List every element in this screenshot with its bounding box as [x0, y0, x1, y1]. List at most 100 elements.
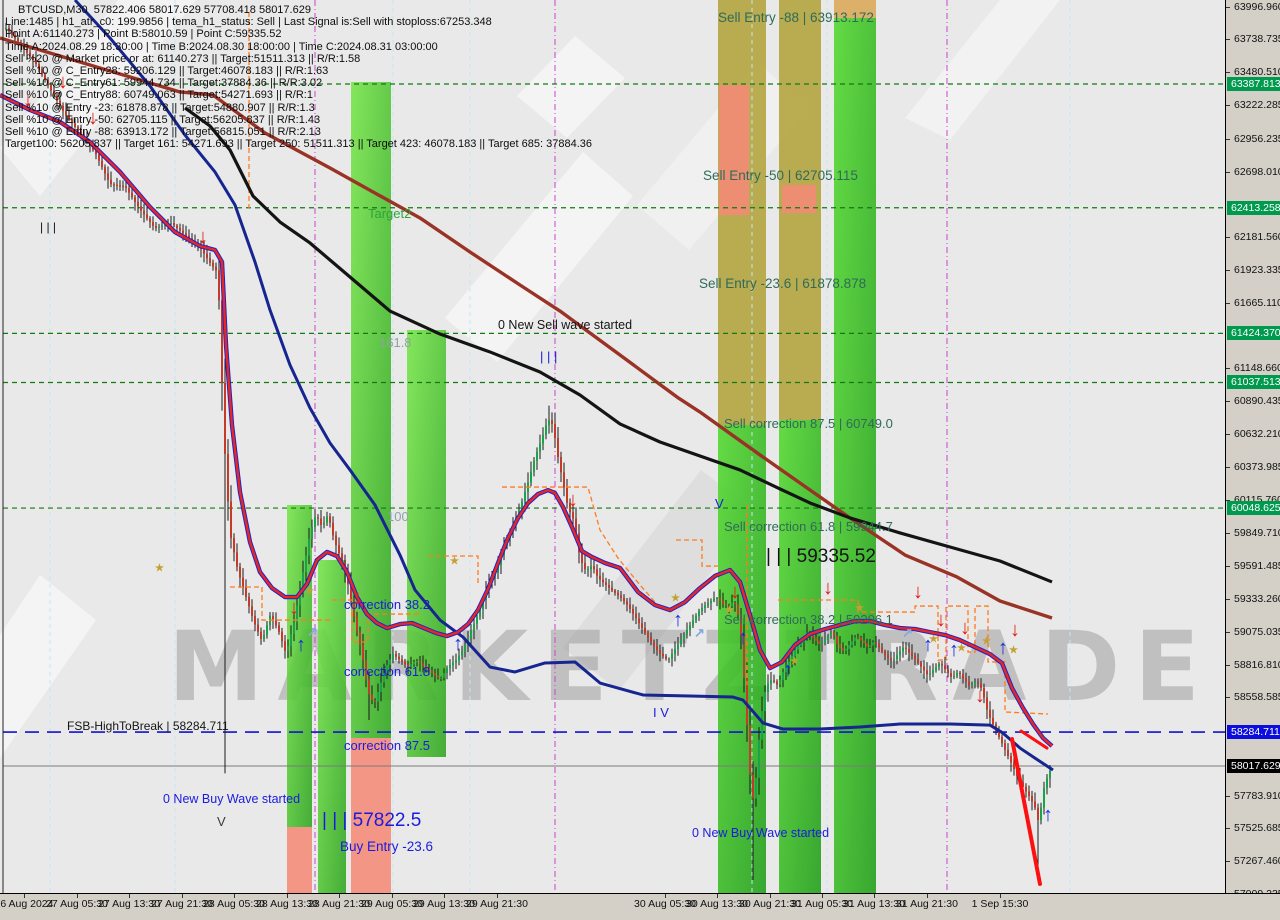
time-tick-label: 30 Aug 21:30 — [739, 898, 801, 910]
time-tick — [129, 894, 130, 898]
price-tick-label: 61665.110 — [1234, 296, 1280, 309]
signal-band-tan — [834, 0, 876, 18]
time-tick — [444, 894, 445, 898]
price-tick — [1226, 828, 1230, 830]
price-tick — [1226, 302, 1230, 304]
time-tick — [24, 894, 25, 898]
price-tick — [1226, 138, 1230, 140]
time-tick-label: 31 Aug 05:30 — [791, 898, 853, 910]
price-tick-label: 63480.510 — [1234, 66, 1280, 79]
time-tick-label: 28 Aug 13:30 — [256, 898, 318, 910]
watermark-chevron-shape — [445, 152, 633, 362]
time-tick-label: 30 Aug 13:30 — [686, 898, 748, 910]
price-axis[interactable]: 63996.960 63738.735 63480.510 63222.285 6295… — [1225, 0, 1280, 920]
price-tick-label: 58558.585 — [1234, 691, 1280, 704]
price-tick-label: 57525.685 — [1234, 822, 1280, 835]
time-tick — [182, 894, 183, 898]
time-tick — [339, 894, 340, 898]
price-tick — [1226, 533, 1230, 535]
time-tick-label: 26 Aug 2024 — [0, 898, 54, 910]
signal-band-green2 — [718, 425, 766, 893]
price-tick — [1226, 631, 1230, 633]
price-tick — [1226, 795, 1230, 797]
time-tick — [1000, 894, 1001, 898]
watermark-chevron-shape — [563, 470, 757, 691]
price-tick — [1226, 598, 1230, 600]
trailing-stop-line — [502, 486, 663, 611]
trend-line-object[interactable] — [1010, 737, 1042, 886]
watermark-chevron-shape — [0, 0, 196, 196]
time-tick — [392, 894, 393, 898]
time-tick-label: 27 Aug 13:30 — [98, 898, 160, 910]
slow-ma-line — [0, 36, 1053, 620]
trend-line-object[interactable] — [1019, 729, 1049, 750]
price-tick — [1226, 171, 1230, 173]
time-tick — [874, 894, 875, 898]
trailing-stop-line — [428, 555, 479, 585]
price-tick-label: 62181.560 — [1234, 231, 1280, 244]
price-tick — [1226, 39, 1230, 41]
price-tick-label: 59849.710 — [1234, 527, 1280, 540]
price-tick — [1226, 368, 1230, 370]
signal-band-green — [351, 82, 391, 738]
time-tick-label: 28 Aug 21:30 — [308, 898, 370, 910]
signal-band-salmon — [719, 85, 749, 215]
trailing-stop-line — [778, 599, 1049, 715]
price-level-badge: 61037.513 — [1227, 375, 1280, 390]
price-tick-label: 63996.960 — [1234, 0, 1280, 13]
watermark-chevron-shape — [517, 36, 625, 138]
price-tick — [1226, 105, 1230, 107]
time-tick — [497, 894, 498, 898]
price-tick-label: 59333.260 — [1234, 592, 1280, 605]
time-tick-label: 29 Aug 13:30 — [413, 898, 475, 910]
trailing-stop-line — [676, 539, 718, 567]
time-tick-label: 28 Aug 05:30 — [203, 898, 265, 910]
price-level-badge: 58017.629 — [1227, 759, 1280, 773]
signal-line — [0, 93, 1053, 747]
time-tick — [77, 894, 78, 898]
price-level-badge: 58284.711 — [1227, 725, 1280, 740]
time-tick — [770, 894, 771, 898]
watermark-chevron-shape — [0, 575, 96, 758]
price-tick — [1226, 697, 1230, 699]
signal-band-green — [318, 560, 346, 893]
signal-band-salmon — [782, 185, 816, 213]
time-tick-label: 1 Sep 15:30 — [971, 898, 1029, 910]
time-tick — [927, 894, 928, 898]
price-tick — [1226, 269, 1230, 271]
price-tick-label: 63738.735 — [1234, 33, 1280, 46]
price-tick — [1226, 72, 1230, 74]
time-axis[interactable]: 26 Aug 2024 27 Aug 05:30 27 Aug 13:30 27 Au… — [0, 893, 1280, 920]
time-tick — [234, 894, 235, 898]
time-tick-label: 29 Aug 05:30 — [361, 898, 423, 910]
price-tick — [1226, 401, 1230, 403]
price-tick — [1226, 433, 1230, 435]
price-tick — [1226, 861, 1230, 863]
time-tick-label: 30 Aug 05:30 — [634, 898, 696, 910]
trailing-stop-line — [332, 599, 420, 643]
price-tick-label: 63222.285 — [1234, 99, 1280, 112]
price-tick — [1226, 499, 1230, 501]
price-level-badge: 62413.258 — [1227, 200, 1280, 215]
price-tick-label: 60373.985 — [1234, 460, 1280, 473]
signal-band-green — [287, 505, 312, 827]
time-tick — [717, 894, 718, 898]
trailing-stop-line — [230, 586, 330, 621]
signal-band-green — [407, 330, 446, 757]
price-tick — [1226, 664, 1230, 666]
price-level-badge: 63387.813 — [1227, 77, 1280, 91]
price-tick-label: 61923.335 — [1234, 263, 1280, 276]
price-tick-label: 60890.435 — [1234, 395, 1280, 408]
price-tick-label: 59591.485 — [1234, 560, 1280, 573]
price-tick-label: 58816.810 — [1234, 658, 1280, 671]
price-tick-label: 57783.910 — [1234, 789, 1280, 802]
signal-band-green2 — [834, 18, 876, 893]
signal-band-salmon — [351, 738, 391, 893]
price-tick — [1226, 237, 1230, 239]
price-level-badge: 60048.625 — [1227, 501, 1280, 516]
time-tick-label: 29 Aug 21:30 — [466, 898, 528, 910]
price-tick-label: 62698.010 — [1234, 165, 1280, 178]
price-level-badge: 61424.370 — [1227, 326, 1280, 341]
